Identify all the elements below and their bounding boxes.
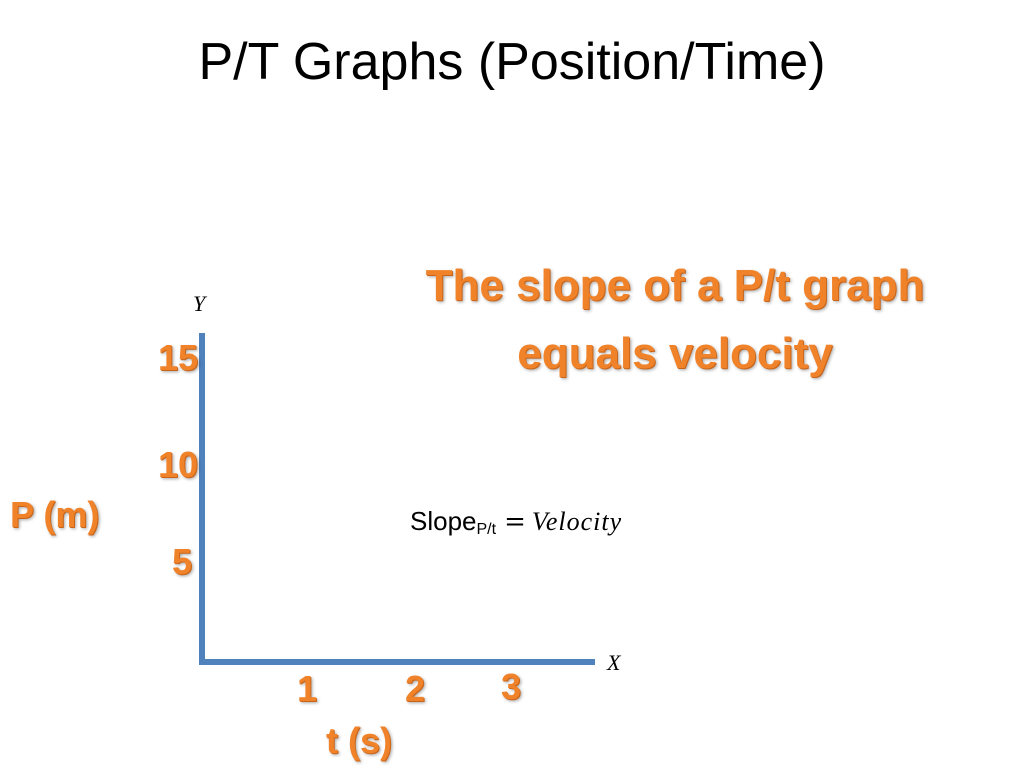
formula-rhs: Velocity — [531, 507, 623, 536]
x-tick-label: 3 — [500, 666, 522, 707]
formula-equals: = — [504, 507, 526, 537]
x-tick-label: 1 — [296, 668, 318, 709]
y-axis-letter: Y — [193, 291, 206, 316]
x-tick-label: 2 — [404, 668, 426, 709]
formula-subscript: P/t — [476, 521, 497, 538]
x-axis-line — [199, 659, 595, 665]
y-axis-label: P (m) — [10, 494, 100, 535]
x-axis-letter: X — [607, 650, 621, 675]
slide-title: P/T Graphs (Position/Time) — [198, 33, 826, 91]
headline-line-1: The slope of a P/t graph — [425, 261, 925, 310]
headline: The slope of a P/t graph equals velocity — [380, 252, 970, 388]
y-tick-label: 10 — [157, 444, 198, 485]
y-axis-line — [199, 333, 205, 665]
y-tick-label: 15 — [157, 337, 198, 378]
formula-lhs: Slope — [410, 506, 477, 536]
x-axis-label: t (s) — [326, 720, 392, 761]
slope-formula: SlopeP/t = Velocity — [410, 506, 622, 539]
y-tick-label: 5 — [171, 541, 192, 582]
headline-line-2: equals velocity — [517, 329, 833, 379]
